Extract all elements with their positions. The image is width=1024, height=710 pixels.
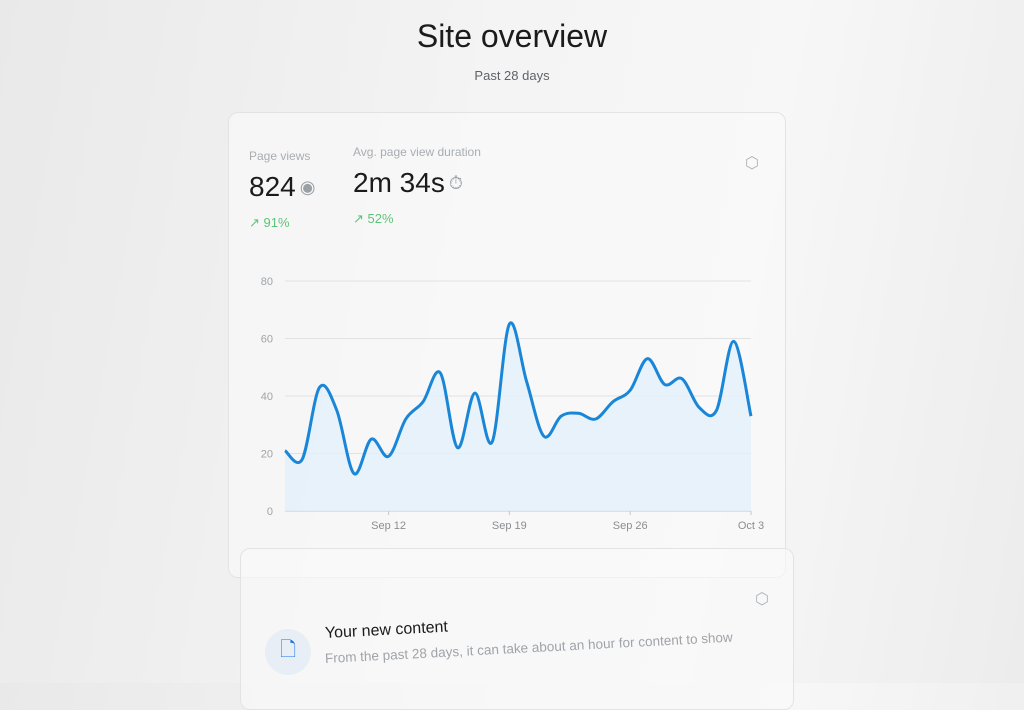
- x-tick-label: Sep 26: [613, 520, 648, 532]
- metric-avg-duration[interactable]: Avg. page view duration 2m 34s ⏱ ↗ 52%: [353, 145, 481, 227]
- metric-page-views[interactable]: Page views 824 ◉ ↗ 91%: [249, 149, 315, 231]
- stopwatch-icon: ⏱: [448, 172, 463, 193]
- trend-up-icon: ↗: [353, 211, 368, 226]
- area-fill: [285, 322, 751, 511]
- x-tick-label: Sep 19: [492, 520, 527, 532]
- page-views-chart: 0 20 40 60 80 Sep 12 Sep 19 Sep 26 Oct 3: [261, 276, 764, 532]
- x-tick-label: Oct 3: [738, 520, 764, 532]
- metric-change: 52%: [367, 211, 394, 226]
- overview-card: ⬡ Page views 824 ◉ ↗ 91% Avg. page view d…: [228, 112, 786, 578]
- y-tick-label: 40: [261, 391, 273, 403]
- y-tick-label: 0: [267, 506, 273, 518]
- new-content-title: Your new content: [324, 618, 449, 642]
- series-line: [283, 321, 753, 476]
- trend-up-icon: ↗: [249, 215, 264, 230]
- x-tick-label: Sep 12: [371, 520, 406, 532]
- y-tick-label: 60: [261, 334, 273, 346]
- eye-icon: ◉: [299, 176, 316, 197]
- metric-value: 2m 34s: [353, 167, 445, 198]
- y-tick-label: 80: [261, 276, 273, 288]
- document-icon: 🗋: [265, 629, 311, 675]
- metric-value: 824: [249, 171, 296, 202]
- y-tick-label: 20: [261, 449, 273, 461]
- layers-icon[interactable]: ⬡: [745, 155, 759, 172]
- new-content-card: ⬡ 🗋 Your new content From the past 28 da…: [240, 548, 794, 710]
- page-title: Site overview: [416, 18, 608, 54]
- metric-label: Page views: [249, 149, 311, 163]
- page-subtitle: Past 28 days: [474, 68, 550, 83]
- metric-change: 91%: [263, 215, 290, 230]
- layers-icon[interactable]: ⬡: [755, 591, 769, 608]
- metric-label: Avg. page view duration: [353, 145, 481, 159]
